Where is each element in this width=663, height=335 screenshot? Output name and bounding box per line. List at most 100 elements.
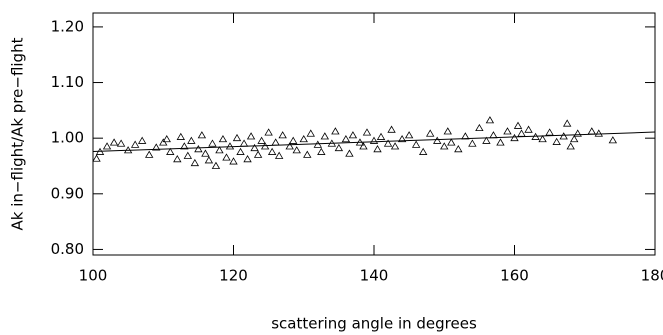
data-point — [299, 134, 308, 143]
data-point — [426, 129, 435, 137]
x-tick-label: 120 — [219, 267, 248, 285]
data-point — [278, 131, 287, 139]
data-point — [236, 147, 245, 155]
data-point — [306, 129, 315, 137]
data-point — [573, 129, 582, 137]
data-point — [587, 127, 596, 135]
data-point — [271, 138, 280, 146]
data-point — [482, 136, 491, 144]
data-point — [197, 131, 207, 139]
data-point — [180, 142, 189, 150]
data-point — [194, 145, 203, 153]
data-point — [257, 136, 266, 144]
data-point — [211, 161, 221, 169]
data-point — [510, 133, 519, 142]
data-point — [187, 136, 196, 144]
y-tick-label: 1.00 — [51, 129, 84, 147]
data-point — [229, 157, 238, 165]
data-point — [201, 149, 210, 157]
data-point — [92, 154, 101, 162]
data-point — [334, 143, 344, 152]
data-point — [331, 127, 340, 135]
data-point — [454, 145, 463, 153]
data-point — [313, 140, 322, 148]
data-point — [246, 132, 256, 140]
data-point — [566, 142, 575, 150]
x-tick-label: 160 — [500, 267, 529, 285]
data-point — [418, 147, 428, 155]
data-point — [190, 158, 200, 167]
data-point — [411, 140, 421, 148]
data-point — [545, 128, 554, 136]
data-point — [162, 134, 171, 143]
data-point — [376, 132, 386, 140]
data-point — [594, 129, 603, 137]
x-tick-label: 100 — [79, 267, 108, 285]
data-point — [341, 134, 351, 143]
data-point — [137, 136, 147, 144]
data-point — [292, 146, 301, 154]
x-axis-title: scattering angle in degrees — [271, 315, 477, 333]
data-point — [373, 145, 382, 153]
data-point — [496, 138, 505, 146]
data-point — [208, 139, 217, 147]
fit-line — [92, 131, 656, 153]
data-point — [369, 136, 379, 144]
data-point — [239, 139, 249, 147]
data-point — [447, 138, 456, 146]
data-point — [218, 134, 228, 143]
data-point — [232, 133, 242, 142]
data-point — [440, 142, 449, 150]
data-point — [243, 155, 252, 163]
data-point — [513, 121, 523, 129]
data-point — [552, 137, 561, 145]
data-point — [503, 127, 512, 135]
y-axis-title: Ak in−flight/Ak pre−flight — [9, 37, 27, 230]
data-point — [320, 132, 330, 140]
data-point — [303, 150, 312, 158]
data-point — [289, 136, 298, 144]
data-point — [222, 153, 231, 161]
data-point — [387, 125, 396, 133]
data-point — [524, 125, 533, 133]
y-tick-label: 0.90 — [51, 184, 84, 202]
data-point — [145, 150, 154, 158]
data-point — [116, 139, 126, 147]
data-point — [285, 142, 294, 150]
data-point — [264, 128, 273, 136]
y-tick-label: 0.80 — [51, 240, 84, 258]
y-tick-label: 1.20 — [51, 17, 84, 35]
data-point — [130, 140, 140, 148]
data-point — [204, 156, 214, 164]
data-point — [215, 146, 224, 154]
data-point — [489, 131, 498, 139]
data-point — [345, 149, 354, 157]
data-point — [517, 129, 526, 137]
data-point — [317, 147, 326, 155]
data-point — [250, 143, 259, 152]
data-point — [362, 128, 372, 136]
data-point — [267, 147, 277, 155]
data-point — [176, 132, 186, 140]
data-point — [390, 142, 400, 150]
data-point — [404, 131, 414, 139]
x-tick-label: 140 — [360, 267, 389, 285]
data-point — [570, 134, 579, 143]
data-point — [173, 155, 182, 163]
data-point — [166, 147, 175, 155]
data-point — [538, 134, 547, 143]
data-point — [559, 132, 568, 140]
data-point — [485, 116, 495, 124]
data-point — [397, 134, 407, 143]
data-point — [433, 136, 442, 144]
data-point — [348, 131, 358, 139]
data-point — [383, 139, 393, 147]
data-point — [608, 136, 618, 144]
x-tick-label: 180 — [641, 267, 663, 285]
data-point — [475, 123, 484, 132]
data-point — [102, 142, 112, 150]
data-point — [152, 143, 161, 151]
data-point — [183, 151, 193, 159]
data-point — [109, 138, 119, 146]
